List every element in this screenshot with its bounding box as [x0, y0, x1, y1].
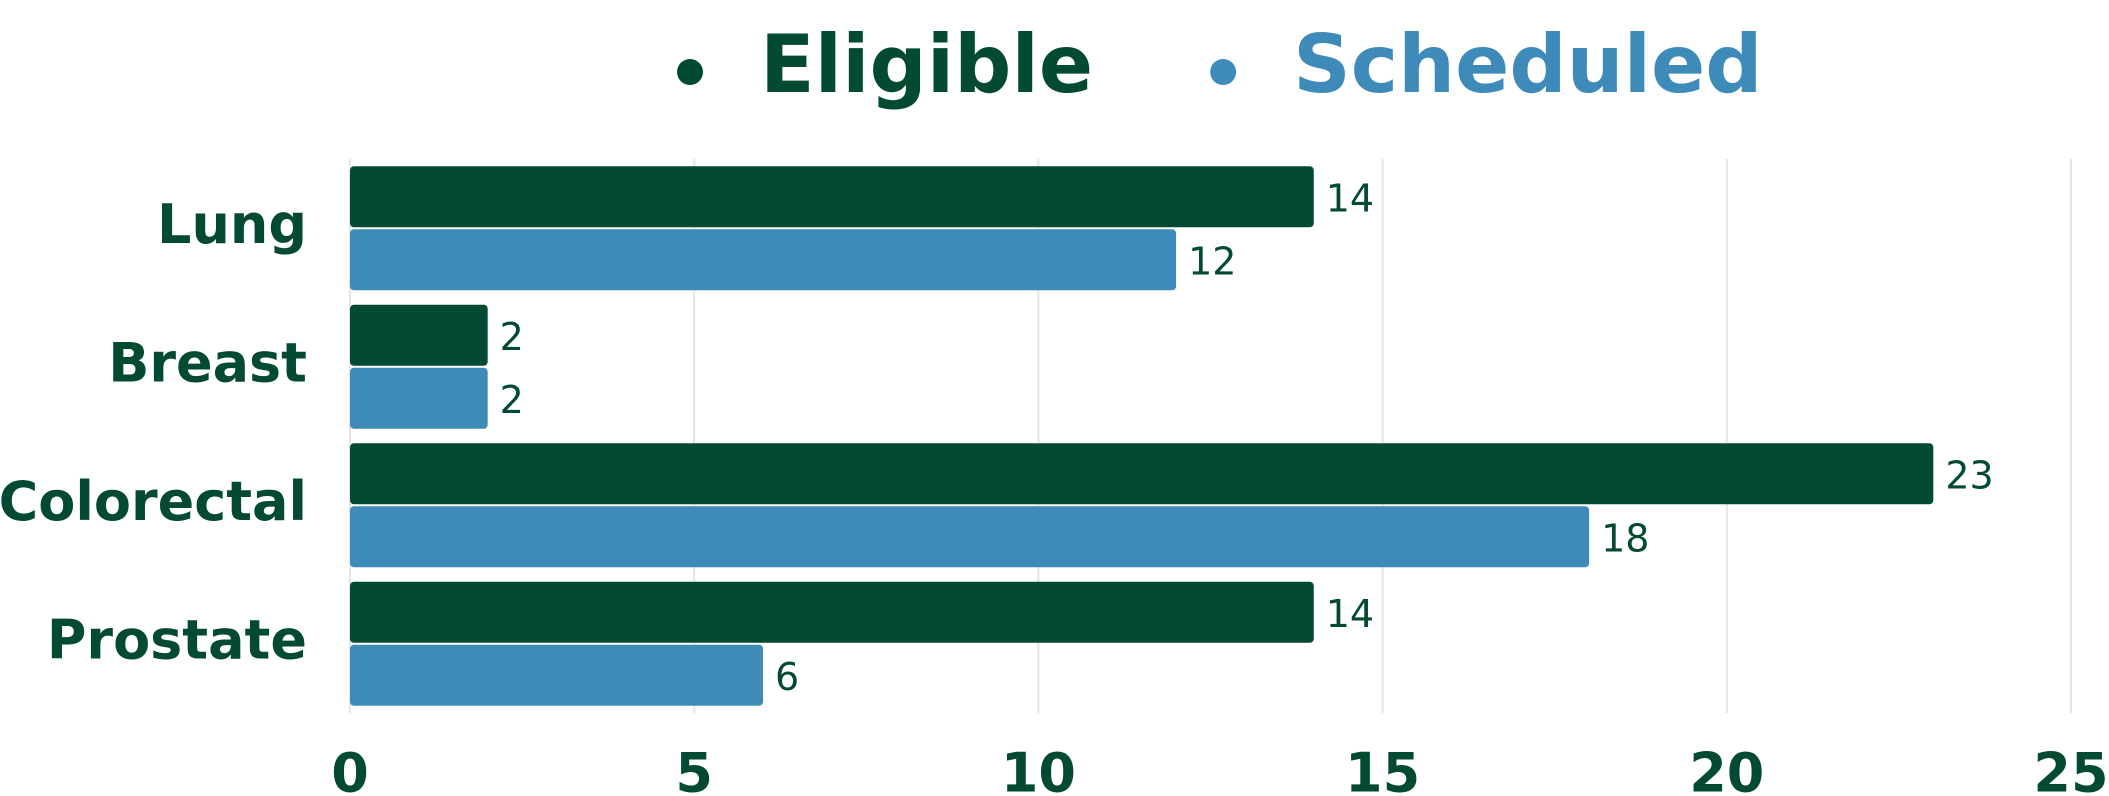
bar — [350, 229, 1177, 291]
bar — [350, 581, 1314, 643]
legend-label: Scheduled — [1293, 18, 1762, 111]
x-tick-label: 15 — [1345, 742, 1420, 796]
y-tick-label: Lung — [157, 193, 307, 256]
x-tick-label: 10 — [1001, 742, 1076, 796]
bar — [350, 443, 1934, 505]
data-label: 6 — [775, 655, 799, 699]
x-tick-label: 20 — [1689, 742, 1764, 796]
x-tick-label: 25 — [2033, 742, 2108, 796]
data-label: 23 — [1945, 453, 1993, 497]
y-tick-label: Prostate — [47, 608, 307, 671]
data-label: 14 — [1326, 176, 1374, 220]
y-tick-label: Colorectal — [0, 470, 307, 533]
data-label: 18 — [1601, 516, 1649, 560]
legend-marker — [1210, 59, 1237, 85]
legend-marker — [677, 59, 703, 85]
legend-label: Eligible — [760, 18, 1093, 111]
y-tick-label: Breast — [108, 331, 307, 394]
data-label: 12 — [1188, 239, 1236, 283]
data-label: 14 — [1326, 592, 1374, 636]
data-label: 2 — [500, 315, 524, 359]
bar — [350, 304, 488, 366]
bar — [350, 367, 488, 429]
bar — [350, 166, 1314, 228]
data-label: 2 — [500, 378, 524, 422]
bar — [350, 506, 1590, 568]
bar — [350, 644, 764, 706]
x-tick-label: 0 — [331, 742, 369, 796]
x-tick-label: 5 — [675, 742, 713, 796]
